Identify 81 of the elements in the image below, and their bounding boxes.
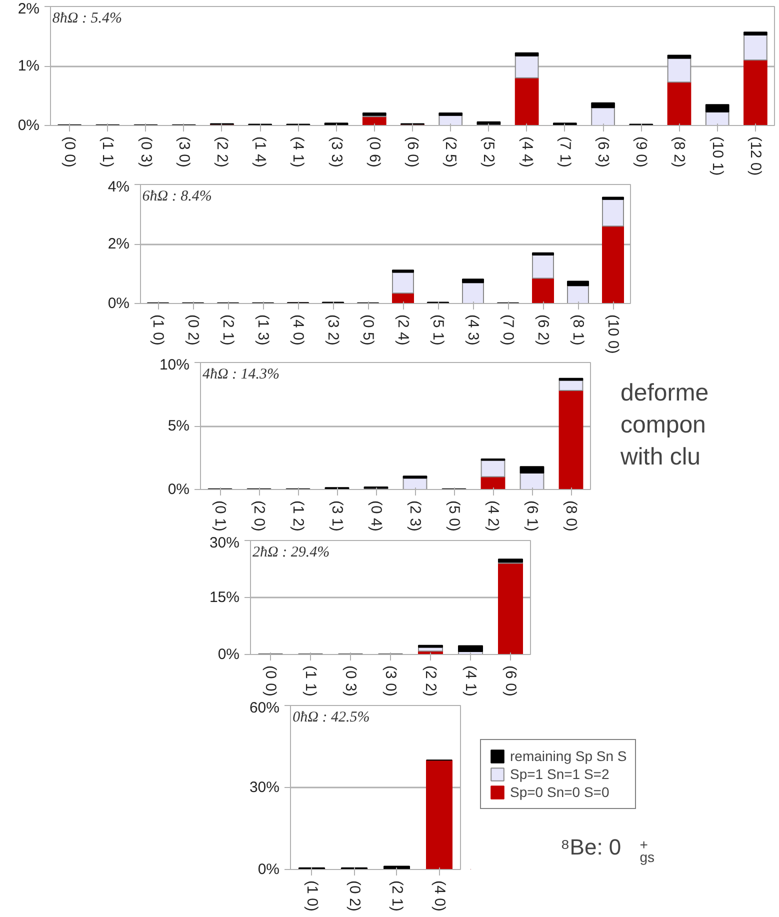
x-tick-label: (0 5)	[360, 314, 376, 346]
x-tick-label: (6 2)	[534, 314, 552, 346]
x-tick-label: (0 1)	[212, 500, 228, 532]
x-tick-label: (9 0)	[632, 136, 650, 168]
annotation: 4ħΩ : 14.3%	[202, 366, 280, 382]
legend-label: remaining Sp Sn S	[510, 748, 627, 764]
text: compon	[620, 412, 706, 438]
x-tick-label: (0 6)	[366, 136, 383, 168]
y-tick-label: 0%	[168, 481, 190, 498]
y-tick-label: 4%	[108, 178, 130, 196]
text: deforme	[620, 380, 709, 406]
legend-label: Sp=1 Sn=1 S=2	[510, 766, 610, 782]
x-tick-label: (4 0)	[290, 314, 306, 346]
annotation: 2ħΩ : 29.4%	[252, 544, 330, 560]
x-tick-label: (2 5)	[442, 136, 460, 168]
x-tick-label: (4 4)	[518, 136, 536, 168]
x-tick-label: (7 0)	[500, 314, 516, 346]
x-tick-label: (1 2)	[290, 500, 306, 532]
annotation: 8ħΩ : 5.4%	[52, 10, 122, 26]
x-tick-label: (1 4)	[252, 136, 269, 168]
x-tick-label: (4 1)	[462, 666, 479, 696]
x-tick-label: (8 0)	[562, 500, 580, 532]
legend-label: Sp=0 Sn=0 S=0	[510, 784, 610, 800]
y-tick-label: 0%	[18, 117, 40, 134]
y-tick-label: 0%	[218, 646, 240, 663]
x-tick-label: (0 0)	[262, 666, 279, 696]
x-tick-label: (3 0)	[382, 666, 399, 696]
x-tick-label: (10 0)	[604, 314, 622, 354]
y-tick-label: 2%	[108, 236, 130, 252]
y-tick-label: 0%	[258, 861, 280, 878]
x-tick-label: (7 1)	[556, 136, 574, 168]
x-tick-label: (2 1)	[388, 880, 406, 912]
x-tick-label: (2 2)	[213, 136, 230, 168]
x-tick-label: (0 0)	[61, 136, 78, 168]
x-tick-label: (8 2)	[670, 136, 688, 168]
x-tick-label: (5 2)	[480, 136, 498, 168]
x-tick-label: (6 3)	[594, 136, 612, 168]
x-tick-label: (1 1)	[302, 666, 319, 696]
x-tick-label: (1 0)	[150, 314, 166, 346]
x-tick-label: (4 3)	[464, 314, 482, 346]
x-tick-label: (3 1)	[328, 500, 346, 532]
x-tick-label: (6 0)	[404, 136, 421, 168]
x-tick-label: (1 1)	[99, 136, 116, 168]
x-tick-label: (0 3)	[137, 136, 154, 168]
x-tick-label: (5 1)	[430, 314, 446, 346]
annotation: 0ħΩ : 42.5%	[292, 710, 370, 726]
y-tick-label: 2%	[18, 0, 40, 18]
text: ⁸Be: 0+gs	[560, 834, 654, 865]
annotation: 6ħΩ : 8.4%	[142, 188, 212, 204]
x-tick-label: (1 0)	[303, 880, 320, 912]
x-tick-label: (2 1)	[220, 314, 236, 346]
x-tick-label: (3 0)	[175, 136, 192, 168]
x-tick-label: (6 1)	[524, 500, 540, 532]
x-tick-label: (1 3)	[254, 314, 272, 346]
x-tick-label: (3 2)	[324, 314, 342, 346]
y-tick-label: 30%	[209, 534, 240, 552]
y-tick-label: 15%	[209, 589, 240, 606]
x-tick-label: (0 3)	[342, 666, 359, 696]
y-tick-label: 1%	[18, 58, 40, 74]
x-tick-label: (12 0)	[746, 136, 764, 176]
x-tick-label: (5 0)	[446, 500, 462, 532]
x-tick-label: (0 4)	[368, 500, 384, 532]
x-tick-label: (10 1)	[708, 136, 726, 176]
y-tick-label: 10%	[159, 356, 190, 374]
y-tick-label: 0%	[108, 295, 130, 312]
x-tick-label: (2 4)	[394, 314, 412, 346]
y-tick-label: 5%	[168, 418, 190, 434]
text: with clu	[620, 444, 701, 470]
x-tick-label: (2 2)	[422, 666, 439, 696]
y-tick-label: 30%	[249, 779, 280, 796]
x-tick-label: (4 1)	[290, 136, 307, 168]
x-tick-label: (0 2)	[346, 880, 363, 912]
y-tick-label: 60%	[249, 700, 280, 716]
x-tick-label: (4 0)	[430, 880, 448, 912]
x-tick-label: (8 1)	[570, 314, 586, 346]
x-tick-label: (2 0)	[250, 500, 268, 532]
x-tick-label: (3 3)	[328, 136, 345, 168]
x-tick-label: (0 2)	[184, 314, 202, 346]
x-tick-label: (4 2)	[484, 500, 502, 532]
x-tick-label: (2 3)	[406, 500, 424, 532]
x-tick-label: (6 0)	[502, 666, 519, 696]
